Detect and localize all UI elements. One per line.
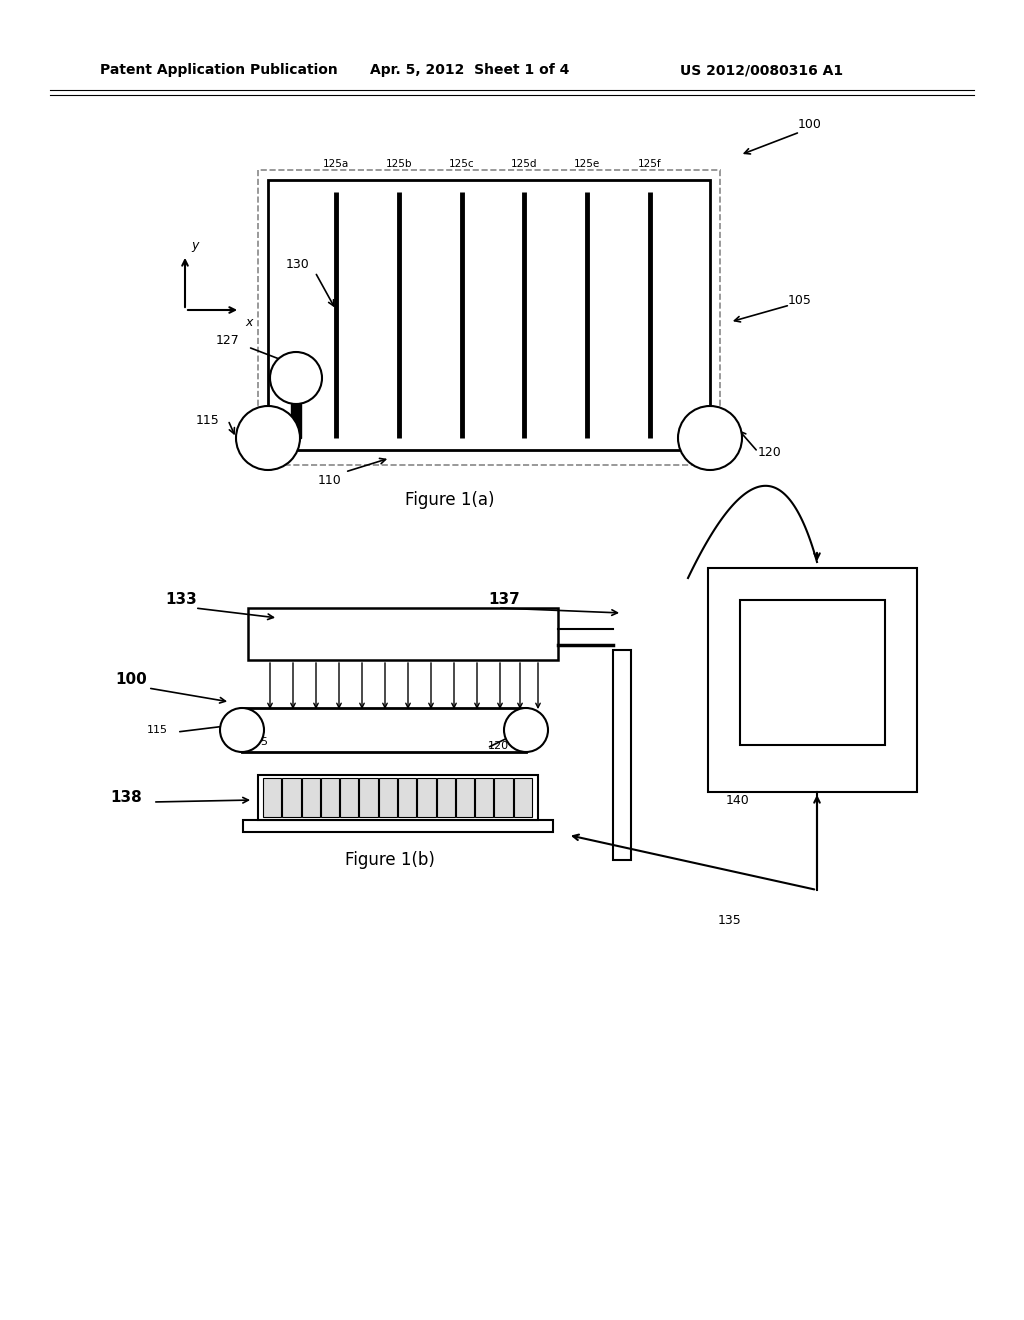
Bar (708, 568, 918, 792)
Text: 100: 100 (115, 672, 146, 688)
Text: 127: 127 (216, 334, 240, 346)
Text: 135: 135 (718, 913, 741, 927)
Bar (495, 777, 513, 817)
Bar (302, 777, 319, 817)
Bar (258, 170, 720, 465)
Text: 140: 140 (726, 793, 750, 807)
Bar (263, 777, 282, 817)
Bar (398, 777, 417, 817)
Bar (379, 777, 397, 817)
Ellipse shape (504, 708, 548, 752)
Bar (740, 601, 885, 744)
Text: 120: 120 (488, 741, 509, 751)
Bar (268, 180, 710, 191)
Bar (359, 777, 378, 817)
Bar (456, 777, 474, 817)
Text: 110: 110 (318, 474, 342, 487)
Text: 125d: 125d (511, 158, 538, 169)
Bar (243, 820, 553, 832)
Ellipse shape (270, 352, 322, 404)
Text: US 2012/0080316 A1: US 2012/0080316 A1 (680, 63, 843, 77)
Bar (283, 777, 301, 817)
Text: 137: 137 (488, 593, 520, 607)
Text: x: x (246, 315, 253, 329)
Text: Figure 1(b): Figure 1(b) (345, 851, 435, 869)
Text: 133: 133 (165, 593, 197, 607)
Text: 120: 120 (758, 446, 782, 458)
Bar (613, 649, 631, 861)
Text: 125f: 125f (638, 158, 662, 169)
Text: Figure 1(a): Figure 1(a) (406, 491, 495, 510)
Bar (258, 775, 538, 820)
Bar (268, 438, 710, 450)
Bar (514, 777, 532, 817)
Bar (268, 180, 710, 450)
Text: 125e: 125e (574, 158, 600, 169)
Text: 125c: 125c (449, 158, 474, 169)
Text: 105: 105 (788, 293, 812, 306)
Text: 100: 100 (798, 119, 822, 132)
Text: 105: 105 (248, 737, 269, 747)
Text: 130: 130 (286, 259, 310, 272)
Text: 138: 138 (110, 791, 141, 805)
Ellipse shape (236, 407, 300, 470)
Bar (436, 777, 455, 817)
Ellipse shape (220, 708, 264, 752)
Text: 115: 115 (147, 725, 168, 735)
Text: 125b: 125b (386, 158, 412, 169)
Bar (321, 777, 339, 817)
Bar (418, 777, 435, 817)
Text: Apr. 5, 2012  Sheet 1 of 4: Apr. 5, 2012 Sheet 1 of 4 (370, 63, 569, 77)
Text: 125a: 125a (323, 158, 349, 169)
Text: y: y (191, 239, 199, 252)
Bar (291, 404, 301, 438)
Bar (340, 777, 358, 817)
Text: 115: 115 (197, 413, 220, 426)
Bar (475, 777, 494, 817)
Ellipse shape (678, 407, 742, 470)
Text: Patent Application Publication: Patent Application Publication (100, 63, 338, 77)
Bar (248, 609, 558, 660)
